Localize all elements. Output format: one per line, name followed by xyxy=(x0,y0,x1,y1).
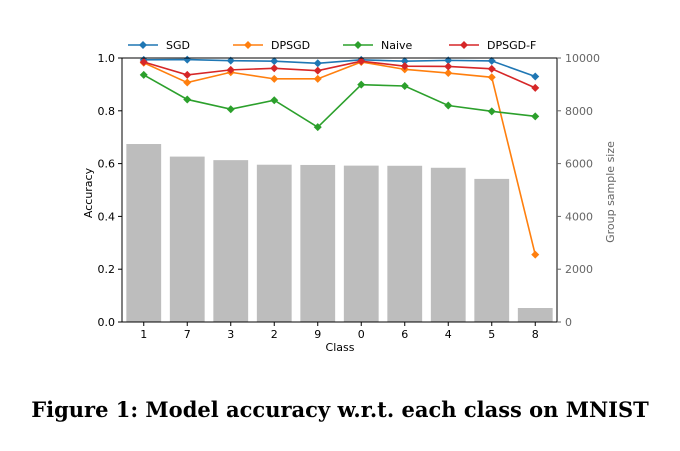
x-tick-label: 8 xyxy=(532,328,539,341)
right-y-axis-label: Group sample size xyxy=(604,141,617,243)
point-sgd-5 xyxy=(487,56,496,65)
x-tick-label: 1 xyxy=(140,328,147,341)
bar-8 xyxy=(517,308,553,322)
right-y-tick-label: 0 xyxy=(565,316,572,329)
point-sgd-9 xyxy=(313,59,322,68)
bar-6 xyxy=(387,165,423,322)
point-dpsgd-4 xyxy=(444,69,453,78)
right-y-tick-label: 6000 xyxy=(565,158,593,171)
y-tick-label: 0.6 xyxy=(98,158,116,171)
legend-label-dpsgd: DPSGD xyxy=(271,39,310,52)
x-axis-label: Class xyxy=(326,341,355,354)
point-sgd-6 xyxy=(400,57,409,66)
point-sgd-8 xyxy=(531,72,540,81)
y-tick-label: 0.2 xyxy=(98,263,116,276)
point-dpsgd-f-0 xyxy=(357,57,366,66)
bar-0 xyxy=(343,165,379,322)
x-tick-label: 2 xyxy=(271,328,278,341)
lines-layer xyxy=(139,55,540,259)
right-y-tick-label: 8000 xyxy=(565,105,593,118)
bar-9 xyxy=(300,164,336,322)
legend: SGD DPSGD Naive DPSGD-F xyxy=(128,39,536,52)
point-dpsgd-f-7 xyxy=(183,70,192,79)
legend-label-sgd: SGD xyxy=(166,39,190,52)
point-dpsgd-f-5 xyxy=(487,64,496,73)
point-naive-4 xyxy=(444,101,453,110)
x-tick-label: 5 xyxy=(488,328,495,341)
x-tick-label: 6 xyxy=(401,328,408,341)
y-tick-label: 0.8 xyxy=(98,105,116,118)
point-dpsgd-f-1 xyxy=(139,57,148,66)
y-tick-label: 1.0 xyxy=(98,52,116,65)
right-y-tick-label: 2000 xyxy=(565,263,593,276)
point-naive-0 xyxy=(357,80,366,89)
point-dpsgd-8 xyxy=(531,250,540,259)
point-sgd-2 xyxy=(270,57,279,66)
bars-layer xyxy=(126,144,553,322)
bar-7 xyxy=(169,156,205,322)
point-naive-8 xyxy=(531,112,540,121)
point-naive-3 xyxy=(226,105,235,114)
series-line-dpsgd xyxy=(143,61,537,255)
legend-label-naive: Naive xyxy=(381,39,413,52)
bar-3 xyxy=(213,160,249,322)
point-dpsgd-5 xyxy=(487,73,496,82)
point-dpsgd-f-6 xyxy=(400,62,409,71)
y-tick-label: 0.0 xyxy=(98,316,116,329)
point-dpsgd-f-2 xyxy=(270,64,279,73)
point-dpsgd-f-8 xyxy=(531,83,540,92)
legend-label-dpsgd-f: DPSGD-F xyxy=(487,39,536,52)
legend-marker-naive xyxy=(354,41,362,49)
series-line-naive xyxy=(143,74,536,129)
y-axis-label: Accuracy xyxy=(82,167,95,218)
series-line-dpsgd-f xyxy=(143,60,536,89)
x-tick-label: 9 xyxy=(314,328,321,341)
bar-4 xyxy=(430,167,466,322)
x-tick-label: 4 xyxy=(445,328,452,341)
point-naive-5 xyxy=(487,107,496,116)
y-tick-label: 0.4 xyxy=(98,210,116,223)
right-y-tick-label: 4000 xyxy=(565,210,593,223)
point-dpsgd-f-4 xyxy=(444,62,453,71)
point-dpsgd-f-9 xyxy=(313,66,322,75)
figure-caption: Figure 1: Model accuracy w.r.t. each cla… xyxy=(31,397,649,422)
bar-2 xyxy=(256,164,292,322)
x-tick-label: 3 xyxy=(227,328,234,341)
right-y-tick-label: 10000 xyxy=(565,52,600,65)
point-dpsgd-9 xyxy=(313,74,322,83)
bar-1 xyxy=(126,144,162,322)
legend-marker-sgd xyxy=(139,41,147,49)
point-naive-2 xyxy=(270,96,279,105)
bar-5 xyxy=(474,178,510,322)
point-naive-1 xyxy=(139,70,148,79)
point-dpsgd-7 xyxy=(183,78,192,87)
x-tick-label: 7 xyxy=(184,328,191,341)
x-tick-label: 0 xyxy=(358,328,365,341)
legend-marker-dpsgd xyxy=(244,41,252,49)
point-naive-9 xyxy=(313,123,322,132)
axes-layer: 0.0 0.2 0.4 0.6 0.8 1.0 0 2000 4000 6000 8000 10000… xyxy=(98,52,601,341)
point-naive-7 xyxy=(183,95,192,104)
point-sgd-7 xyxy=(183,55,192,64)
series-line-sgd xyxy=(143,58,536,78)
point-dpsgd-f-3 xyxy=(226,65,235,74)
point-sgd-3 xyxy=(226,56,235,65)
plot-frame xyxy=(121,57,558,323)
point-dpsgd-2 xyxy=(270,74,279,83)
point-naive-6 xyxy=(400,81,409,90)
legend-marker-dpsgd-f xyxy=(460,41,468,49)
